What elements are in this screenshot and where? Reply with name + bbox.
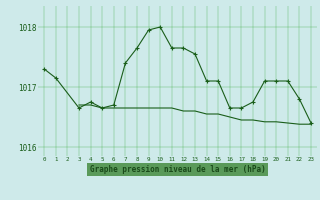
X-axis label: Graphe pression niveau de la mer (hPa): Graphe pression niveau de la mer (hPa) — [90, 165, 266, 174]
